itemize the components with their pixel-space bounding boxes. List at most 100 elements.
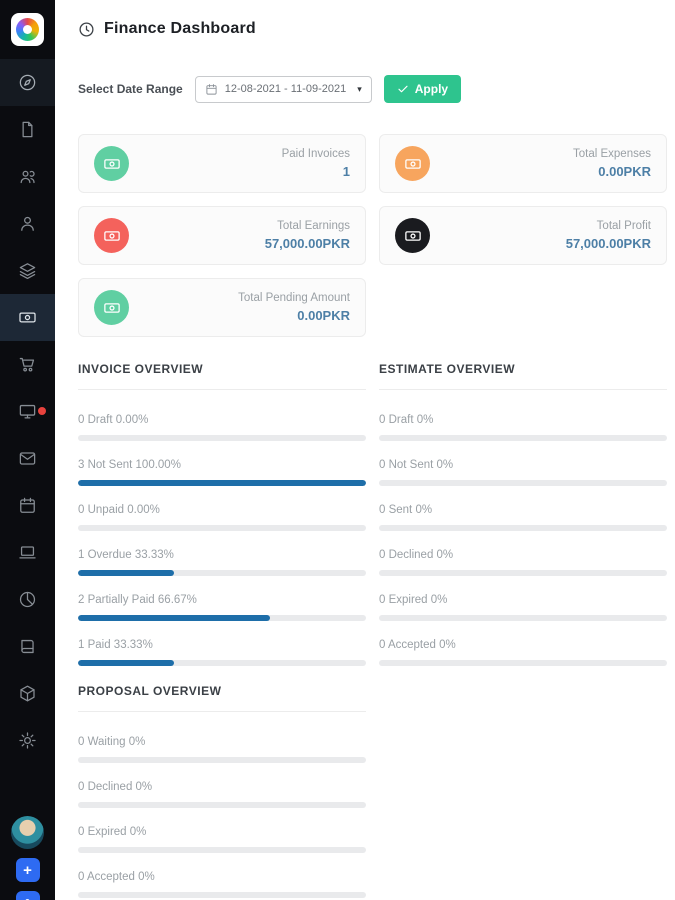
- banknote-icon: [94, 290, 129, 325]
- progress-label: 0 Declined 0%: [78, 781, 153, 793]
- progress-track: [78, 757, 366, 763]
- card-value: 57,000.00PKR: [264, 236, 350, 251]
- sidebar-item-ledger[interactable]: [0, 623, 55, 670]
- progress-item: 0 Draft 0.00%: [78, 414, 366, 441]
- sidebar-item-documents[interactable]: [0, 106, 55, 153]
- card-total-expenses: Total Expenses 0.00PKR: [379, 134, 667, 193]
- progress-label: 0 Expired 0%: [379, 594, 448, 606]
- progress-track: [379, 615, 667, 621]
- app-logo[interactable]: [11, 13, 44, 46]
- box-icon: [18, 684, 37, 703]
- card-label: Paid Invoices: [281, 148, 350, 160]
- sidebar-item-devices[interactable]: [0, 529, 55, 576]
- clock-icon: [78, 21, 95, 38]
- progress-track: [379, 570, 667, 576]
- banknote-icon: [395, 146, 430, 181]
- progress-item: 2 Partially Paid 66.67%: [78, 594, 366, 621]
- progress-label: 2 Partially Paid 66.67%: [78, 594, 197, 606]
- card-label: Total Expenses: [573, 148, 651, 160]
- sidebar-item-pos[interactable]: [0, 388, 55, 435]
- progress-track: [379, 480, 667, 486]
- progress-track: [379, 660, 667, 666]
- progress-item: 0 Expired 0%: [379, 594, 667, 621]
- card-value: 0.00PKR: [598, 164, 651, 179]
- summary-cards: Paid Invoices 1 Total Expenses 0.00PKR: [78, 134, 667, 337]
- date-range-label: Select Date Range: [78, 82, 183, 96]
- section-title: INVOICE OVERVIEW: [78, 362, 366, 390]
- card-value: 57,000.00PKR: [565, 236, 651, 251]
- progress-item: 0 Not Sent 0%: [379, 459, 667, 486]
- progress-label: 0 Waiting 0%: [78, 736, 146, 748]
- date-filter: Select Date Range 12-08-2021 - 11-09-202…: [78, 75, 667, 103]
- apply-button-label: Apply: [414, 82, 449, 96]
- progress-item: 1 Overdue 33.33%: [78, 549, 366, 576]
- section-title: ESTIMATE OVERVIEW: [379, 362, 667, 390]
- book-icon: [18, 637, 37, 656]
- progress-track: [78, 892, 366, 898]
- section-title: PROPOSAL OVERVIEW: [78, 684, 366, 712]
- progress-item: 1 Paid 33.33%: [78, 639, 366, 666]
- sidebar-item-user[interactable]: [0, 200, 55, 247]
- invoice-overview-section: INVOICE OVERVIEW 0 Draft 0.00% 3 Not Sen…: [78, 362, 366, 666]
- progress-item: 0 Declined 0%: [379, 549, 667, 576]
- sidebar-item-dashboard[interactable]: [0, 59, 55, 106]
- sidebar-item-projects[interactable]: [0, 247, 55, 294]
- user-avatar[interactable]: [11, 816, 44, 849]
- add-user-button[interactable]: [15, 891, 40, 900]
- progress-item: 0 Expired 0%: [78, 826, 366, 853]
- envelope-icon: [18, 449, 37, 468]
- apply-button[interactable]: Apply: [383, 75, 462, 103]
- progress-item: 0 Waiting 0%: [78, 736, 366, 763]
- progress-label: 3 Not Sent 100.00%: [78, 459, 181, 471]
- progress-track: [78, 525, 366, 531]
- banknote-icon: [395, 218, 430, 253]
- check-icon: [397, 83, 409, 95]
- progress-track: [78, 802, 366, 808]
- progress-item: 0 Accepted 0%: [78, 871, 366, 898]
- card-total-earnings: Total Earnings 57,000.00PKR: [78, 206, 366, 265]
- progress-label: 1 Overdue 33.33%: [78, 549, 174, 561]
- banknote-icon: [18, 308, 37, 327]
- progress-track: [78, 480, 366, 486]
- sidebar-item-inventory[interactable]: [0, 670, 55, 717]
- main-content: Finance Dashboard Select Date Range 12-0…: [55, 0, 675, 900]
- cart-icon: [18, 355, 37, 374]
- card-paid-invoices: Paid Invoices 1: [78, 134, 366, 193]
- file-icon: [18, 120, 37, 139]
- progress-fill: [78, 570, 174, 576]
- card-total-pending: Total Pending Amount 0.00PKR: [78, 278, 366, 337]
- progress-label: 0 Draft 0%: [379, 414, 434, 426]
- card-value: 0.00PKR: [297, 308, 350, 323]
- progress-label: 0 Accepted 0%: [78, 871, 155, 883]
- banknote-icon: [94, 146, 129, 181]
- sidebar: +: [0, 0, 55, 900]
- progress-label: 0 Accepted 0%: [379, 639, 456, 651]
- chevron-down-icon: ▾: [357, 83, 362, 94]
- laptop-icon: [18, 543, 37, 562]
- progress-label: 0 Declined 0%: [379, 549, 454, 561]
- sidebar-item-settings[interactable]: [0, 717, 55, 764]
- person-plus-icon: [22, 897, 35, 900]
- add-button[interactable]: +: [15, 858, 40, 882]
- progress-track: [78, 660, 366, 666]
- sidebar-item-reports[interactable]: [0, 576, 55, 623]
- progress-label: 0 Unpaid 0.00%: [78, 504, 160, 516]
- sidebar-item-shop[interactable]: [0, 341, 55, 388]
- progress-track: [78, 847, 366, 853]
- progress-label: 0 Sent 0%: [379, 504, 433, 516]
- progress-track: [78, 615, 366, 621]
- progress-item: 0 Declined 0%: [78, 781, 366, 808]
- date-range-input[interactable]: 12-08-2021 - 11-09-2021 ▾: [194, 75, 372, 103]
- progress-item: 3 Not Sent 100.00%: [78, 459, 366, 486]
- sidebar-bottom: +: [11, 816, 44, 900]
- sidebar-item-clients[interactable]: [0, 153, 55, 200]
- card-label: Total Pending Amount: [238, 292, 350, 304]
- sidebar-item-calendar[interactable]: [0, 482, 55, 529]
- calendar-icon: [18, 496, 37, 515]
- overview-grid: INVOICE OVERVIEW 0 Draft 0.00% 3 Not Sen…: [78, 362, 667, 900]
- users-icon: [18, 167, 37, 186]
- sidebar-item-finance[interactable]: [0, 294, 55, 341]
- monitor-icon: [18, 402, 37, 421]
- progress-item: 0 Unpaid 0.00%: [78, 504, 366, 531]
- sidebar-item-inbox[interactable]: [0, 435, 55, 482]
